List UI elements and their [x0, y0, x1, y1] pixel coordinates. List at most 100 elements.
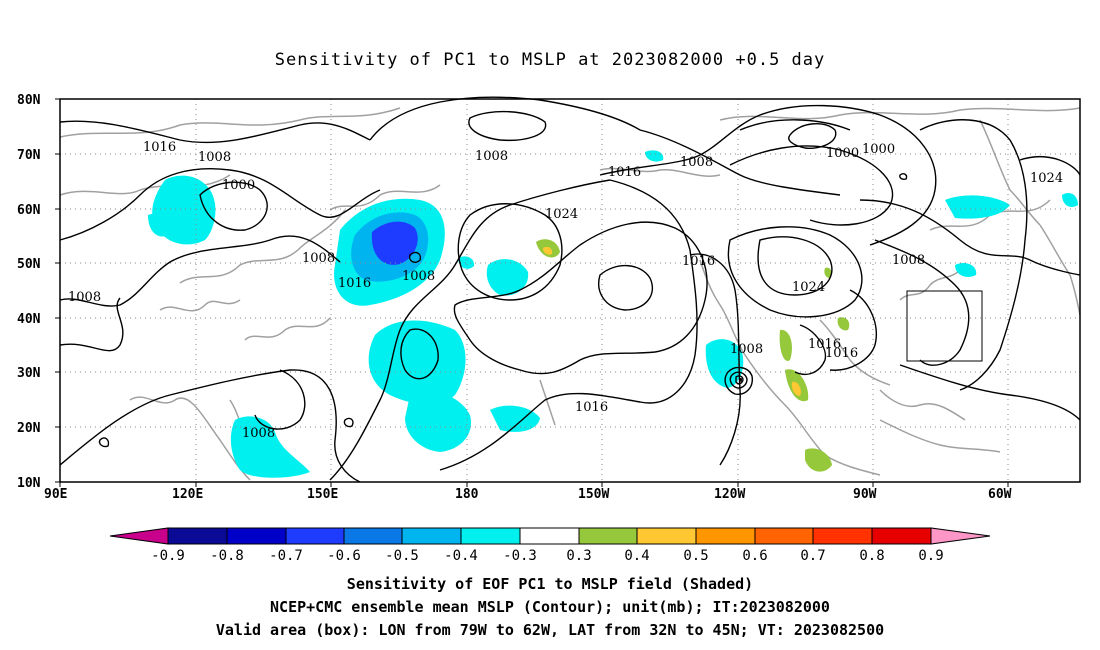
contour-label: 1024 [1030, 171, 1063, 186]
colorbar-cell [636, 527, 697, 545]
colorbar-label: -0.9 [151, 548, 185, 564]
lat-label: 20N [17, 421, 41, 436]
shade-cyan-region [705, 339, 744, 388]
longitude-labels: 90E 120E 150E 180 150W 120W 90W 60W [44, 487, 1012, 502]
contour-label: 1008 [242, 426, 275, 441]
lon-label: 60W [988, 487, 1012, 502]
lon-label: 90E [44, 487, 67, 502]
colorbar-label: -0.7 [269, 548, 303, 564]
contour-label: 1016 [608, 165, 641, 180]
lon-label: 180 [455, 487, 479, 502]
shade-yellow-region [543, 246, 553, 255]
shade-green-region [805, 448, 832, 472]
colorbar-cell [754, 527, 814, 545]
colorbar-cell [167, 527, 228, 545]
lat-label: 50N [17, 257, 41, 272]
shade-cyan-region [1062, 193, 1078, 207]
colorbar-label: 0.3 [566, 548, 591, 564]
shade-green-region [824, 267, 832, 278]
valid-area-box [906, 290, 983, 362]
colorbar: -0.9 -0.8 -0.7 -0.6 -0.5 -0.4 -0.3 0.3 0… [109, 527, 991, 564]
contour-label: 1008 [475, 149, 508, 164]
lat-label: 40N [17, 312, 41, 327]
tick-marks [55, 98, 1009, 487]
contour-label: 1024 [545, 207, 578, 222]
colorbar-label: 0.4 [624, 548, 649, 564]
contour-label: 1000 [222, 178, 255, 193]
colorbar-cell [871, 527, 932, 545]
shade-cyan-region [955, 263, 977, 277]
colorbar-label: -0.4 [444, 548, 478, 564]
colorbar-label: -0.3 [503, 548, 537, 564]
colorbar-cell [343, 527, 403, 545]
contour-label: 1000 [826, 146, 859, 161]
colorbar-cell [226, 527, 287, 545]
contour-label: 1008 [68, 290, 101, 305]
contour-label: 1016 [575, 400, 608, 415]
shade-cyan-region [230, 416, 310, 478]
shade-cyan-region [945, 195, 1010, 219]
colorbar-right-triangle [930, 527, 991, 545]
latitude-labels: 80N 70N 60N 50N 40N 30N 20N 10N [17, 93, 41, 491]
shade-green-region [779, 329, 792, 361]
lat-label: 60N [17, 203, 41, 218]
contour-label: 1008 [680, 155, 713, 170]
colorbar-label: 0.5 [683, 548, 708, 564]
colorbar-label: 0.9 [918, 548, 943, 564]
shade-cyan-region [645, 150, 664, 162]
contour-label: 1000 [862, 142, 895, 157]
caption-line-2: NCEP+CMC ensemble mean MSLP (Contour); u… [270, 598, 830, 616]
colorbar-cell [578, 527, 638, 545]
colorbar-label: -0.5 [385, 548, 419, 564]
contour-label: 1008 [302, 251, 335, 266]
contour-label: 1016 [682, 254, 715, 269]
caption-line-1: Sensitivity of EOF PC1 to MSLP field (Sh… [346, 575, 754, 593]
caption-line-3: Valid area (box): LON from 79W to 62W, L… [215, 621, 885, 639]
shade-yellow-region [791, 381, 801, 396]
chart-title: Sensitivity of PC1 to MSLP at 2023082000… [274, 50, 826, 70]
contour-label: 1008 [402, 269, 435, 284]
colorbar-cell [285, 527, 345, 545]
colorbar-cell [519, 527, 580, 545]
contour-label: 1016 [143, 140, 176, 155]
colorbar-label: 0.8 [859, 548, 884, 564]
colorbar-cell [401, 527, 462, 545]
shade-cyan-region [490, 405, 540, 432]
contour-label: 1008 [198, 150, 231, 165]
colorbar-label: 0.6 [742, 548, 767, 564]
shade-cyan-region [148, 213, 169, 237]
lat-label: 80N [17, 93, 41, 108]
sensitivity-shading [148, 150, 1078, 478]
shade-cyan-region [152, 175, 216, 245]
lon-label: 90W [853, 487, 877, 502]
colorbar-cell [695, 527, 756, 545]
shade-green-region [837, 317, 850, 331]
lon-label: 120E [172, 487, 203, 502]
contour-label: 1008 [730, 342, 763, 357]
shade-blue-region [371, 221, 418, 265]
contour-label: 1024 [792, 280, 825, 295]
shade-cyan-region [486, 259, 529, 296]
map-frame [59, 98, 1081, 483]
colorbar-cell [812, 527, 873, 545]
lat-label: 10N [17, 476, 41, 491]
lon-label: 150W [578, 487, 609, 502]
colorbar-left-triangle [109, 527, 169, 545]
lat-label: 70N [17, 148, 41, 163]
contour-label: 1016 [808, 337, 841, 352]
contour-label: 1016 [825, 346, 858, 361]
contour-label: 1016 [338, 276, 371, 291]
colorbar-cell [460, 527, 521, 545]
shade-cyan-region [458, 256, 475, 269]
colorbar-label: 0.7 [800, 548, 825, 564]
contour-label-group: 1016 1008 1000 1008 1016 1008 1008 1024 … [68, 140, 1063, 441]
mslp-contours [59, 96, 1081, 483]
lon-label: 120W [714, 487, 745, 502]
contour-label: 1008 [892, 253, 925, 268]
shade-cyan-region [368, 320, 466, 405]
shade-cyan-region [405, 391, 471, 452]
colorbar-label: -0.8 [210, 548, 244, 564]
lon-label: 150E [307, 487, 338, 502]
colorbar-label: -0.6 [327, 548, 361, 564]
